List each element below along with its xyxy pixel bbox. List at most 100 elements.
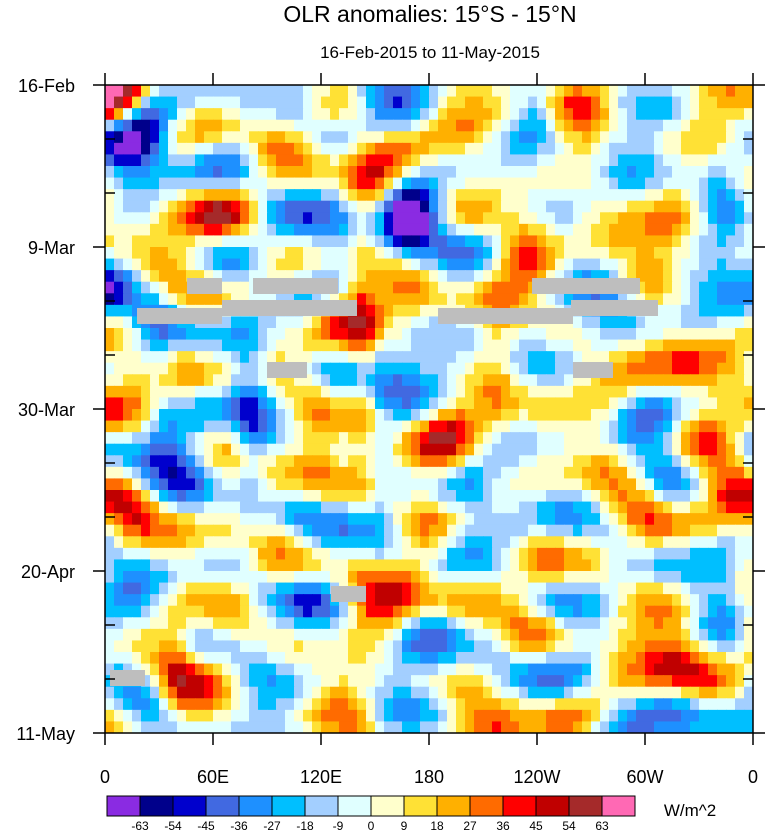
- heatmap-cell: [393, 362, 403, 375]
- heatmap-cell: [177, 432, 187, 445]
- heatmap-cell: [141, 617, 151, 630]
- heatmap-cell: [573, 594, 583, 607]
- heatmap-cell: [150, 663, 160, 676]
- heatmap-cell: [258, 385, 268, 399]
- heatmap-cell: [132, 328, 142, 341]
- heatmap-cell: [258, 374, 268, 387]
- heatmap-cell: [150, 351, 160, 364]
- heatmap-cell: [240, 154, 250, 167]
- heatmap-cell: [330, 119, 340, 132]
- heatmap-cell: [312, 154, 322, 167]
- heatmap-cell: [564, 675, 574, 688]
- heatmap-cell: [582, 594, 592, 607]
- heatmap-cell: [591, 663, 601, 676]
- heatmap-cell: [249, 686, 259, 699]
- heatmap-cell: [276, 443, 286, 456]
- heatmap-cell: [420, 640, 430, 653]
- heatmap-cell: [249, 270, 259, 283]
- heatmap-cell: [384, 721, 394, 733]
- heatmap-cell: [249, 189, 259, 202]
- heatmap-cell: [141, 686, 151, 699]
- heatmap-cell: [627, 223, 637, 237]
- heatmap-cell: [591, 582, 601, 595]
- heatmap-cell: [195, 108, 205, 121]
- heatmap-cell: [303, 119, 313, 132]
- heatmap-cell: [627, 559, 637, 572]
- heatmap-cell: [645, 640, 655, 653]
- heatmap-cell: [339, 351, 349, 364]
- heatmap-cell: [519, 281, 529, 294]
- heatmap-cell: [438, 119, 448, 132]
- heatmap-cell: [636, 709, 646, 723]
- heatmap-cell: [240, 339, 250, 352]
- heatmap-cell: [357, 397, 367, 410]
- heatmap-cell: [636, 478, 646, 491]
- heatmap-cell: [537, 628, 547, 642]
- heatmap-cell: [744, 328, 753, 341]
- colorbar-level-label: 45: [529, 819, 543, 833]
- heatmap-cell: [267, 200, 277, 213]
- heatmap-cell: [276, 351, 286, 364]
- heatmap-cell: [699, 154, 709, 167]
- heatmap-cell: [708, 177, 718, 190]
- heatmap-cell: [699, 85, 709, 98]
- heatmap-cell: [231, 605, 241, 618]
- heatmap-cell: [582, 270, 592, 283]
- heatmap-cell: [708, 131, 718, 144]
- heatmap-cell: [474, 594, 484, 607]
- heatmap-cell: [501, 652, 511, 665]
- heatmap-cell: [195, 339, 205, 352]
- heatmap-cell: [456, 490, 466, 503]
- heatmap-cell: [447, 108, 457, 121]
- heatmap-cell: [357, 131, 367, 144]
- heatmap-cell: [483, 85, 493, 98]
- heatmap-cell: [411, 524, 421, 537]
- heatmap-cell: [474, 247, 484, 260]
- heatmap-cell: [375, 212, 385, 225]
- heatmap-cell: [483, 559, 493, 572]
- heatmap-cell: [447, 594, 457, 607]
- heatmap-cell: [456, 628, 466, 642]
- heatmap-cell: [438, 536, 448, 549]
- heatmap-cell: [168, 420, 178, 433]
- heatmap-cell: [438, 721, 448, 733]
- heatmap-cell: [393, 131, 403, 144]
- heatmap-cell: [447, 397, 457, 410]
- heatmap-cell: [654, 443, 664, 456]
- heatmap-cell: [645, 328, 655, 341]
- heatmap-cell: [519, 247, 529, 260]
- heatmap-cell: [132, 351, 142, 364]
- heatmap-cell: [510, 281, 520, 294]
- heatmap-cell: [681, 304, 691, 318]
- heatmap-cell: [393, 212, 403, 225]
- heatmap-cell: [735, 166, 745, 179]
- colorbar-swatch: [370, 795, 405, 817]
- heatmap-cell: [321, 166, 331, 179]
- heatmap-cell: [168, 709, 178, 723]
- heatmap-cell: [258, 547, 268, 561]
- heatmap-cell: [159, 640, 169, 653]
- heatmap-cell: [627, 247, 637, 260]
- heatmap-cell: [312, 142, 322, 156]
- heatmap-cell: [420, 96, 430, 109]
- heatmap-cell: [456, 513, 466, 526]
- heatmap-cell: [501, 351, 511, 364]
- heatmap-cell: [564, 258, 574, 271]
- heatmap-cell: [285, 212, 295, 225]
- heatmap-cell: [501, 559, 511, 572]
- heatmap-cell: [366, 582, 376, 595]
- heatmap-cell: [537, 96, 547, 109]
- heatmap-cell: [690, 663, 700, 676]
- heatmap-cell: [384, 351, 394, 364]
- heatmap-cell: [627, 385, 637, 399]
- heatmap-cell: [609, 513, 619, 526]
- heatmap-cell: [519, 166, 529, 179]
- heatmap-cell: [249, 617, 259, 630]
- heatmap-cell: [285, 652, 295, 665]
- heatmap-cell: [528, 663, 538, 676]
- heatmap-cell: [474, 559, 484, 572]
- heatmap-cell: [240, 316, 250, 329]
- heatmap-field: [105, 85, 753, 733]
- heatmap-cell: [501, 212, 511, 225]
- heatmap-cell: [114, 85, 124, 98]
